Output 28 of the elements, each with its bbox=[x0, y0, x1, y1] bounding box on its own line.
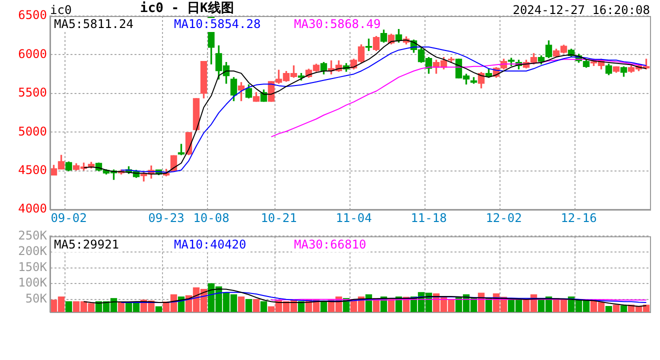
text: MA5:29921 bbox=[54, 237, 120, 252]
y-tick-label: 150K bbox=[18, 260, 48, 274]
y-tick-label: 100K bbox=[18, 276, 48, 290]
text: MA10:40420 bbox=[174, 237, 246, 252]
x-tick-label: 12-16 bbox=[560, 210, 597, 225]
text: MA30:5868.49 bbox=[294, 17, 381, 32]
x-tick-label: 12-02 bbox=[486, 210, 522, 225]
annotation: 2024-12-27 16:20:08 bbox=[512, 3, 650, 17]
y-tick-label: 5000 bbox=[18, 124, 47, 138]
x-tick-label: 09-23 bbox=[148, 210, 184, 225]
text: MA30:66810 bbox=[294, 237, 366, 252]
y-tick-label: 4000 bbox=[18, 202, 47, 216]
y-tick-label: 200K bbox=[18, 244, 48, 258]
y-tick-label: 4500 bbox=[18, 163, 47, 178]
x-tick-label: 10-21 bbox=[260, 210, 297, 225]
y-tick-label: 5500 bbox=[18, 86, 47, 100]
chart-title: ic0 - 日K线图 bbox=[140, 1, 234, 16]
text: MA5:5811.24 bbox=[54, 17, 134, 32]
y-tick-label: 50K bbox=[25, 291, 48, 306]
x-tick-label: 09-02 bbox=[50, 210, 87, 225]
annotation: ic0 bbox=[50, 3, 72, 17]
y-tick-label: 250K bbox=[18, 228, 48, 242]
x-tick-label: 11-18 bbox=[410, 210, 447, 225]
x-tick-label: 11-04 bbox=[336, 210, 372, 225]
y-tick-label: 6500 bbox=[18, 8, 47, 22]
text: MA10:5854.28 bbox=[174, 17, 261, 32]
x-tick-label: 10-08 bbox=[193, 210, 230, 225]
y-tick-label: 6000 bbox=[18, 46, 47, 61]
